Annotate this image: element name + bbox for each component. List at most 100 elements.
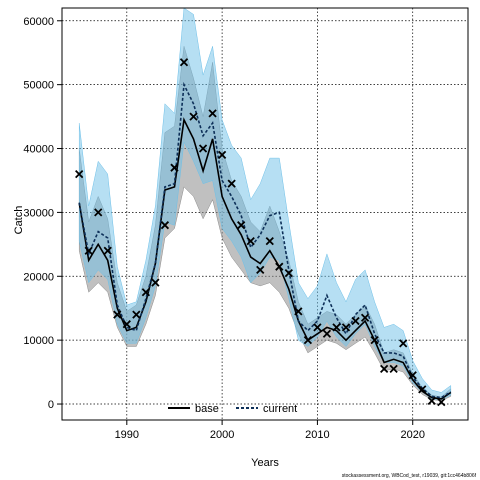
observed-point-stroke [418,385,427,394]
legend-base-label: base [195,403,219,415]
y-tick-label: 20000 [23,271,54,283]
observed-point [84,246,93,255]
observed-point [189,112,198,121]
observed-point [208,109,217,118]
observed-point [151,278,160,287]
observed-point-stroke [103,246,112,255]
observed-point [437,397,446,407]
observed-point [170,163,179,172]
observed-point-stroke [227,179,236,188]
observed-point-stroke [237,221,246,230]
observed-point [265,237,274,246]
band-current [78,7,452,400]
observed-point-stroke [427,396,436,405]
observed-point-stroke [303,336,313,345]
observed-point [341,323,351,332]
observed-point-stroke [379,364,389,374]
observed-point [227,179,236,188]
observed-point [141,288,151,297]
y-tick-label: 40000 [23,144,54,156]
observed-point [246,237,255,246]
observed-point [332,323,341,332]
x-axis-title: Years [251,457,279,469]
plot-frame [61,7,469,421]
observed-point-stroke [170,163,179,172]
observed-point-stroke [246,237,255,246]
observed-point-stroke [313,323,322,332]
observed-point-stroke [84,246,93,255]
observed-point-stroke [160,221,170,230]
observed-point-stroke [265,237,274,246]
legend: base current [168,403,297,415]
observed-point [284,268,293,278]
observed-point [217,150,227,160]
y-tick-label: 0 [48,399,54,411]
observed-point [198,144,208,153]
observed-point-stroke [370,336,379,345]
observed-point [294,307,303,316]
x-tick-label: 2020 [400,429,424,441]
observed-point-stroke [217,150,227,160]
y-axis-title: Catch [13,206,25,235]
footnote: stockassessment.org, WBCod_test, r19039,… [342,473,477,479]
y-tick-label: 50000 [23,80,54,92]
y-tick-label: 30000 [23,207,54,219]
observed-point-stroke [284,268,293,278]
observed-point-stroke [179,58,189,67]
observed-point [360,313,370,322]
observed-point [160,221,170,230]
observed-point [389,364,398,374]
observed-point-stroke [198,144,208,153]
observed-point [103,246,112,255]
observed-point-stroke [351,316,360,326]
observed-point-stroke [360,313,370,322]
observed-point [256,265,265,275]
observed-point [322,329,332,338]
observed-point-stroke [94,208,103,217]
observed-point [75,169,84,179]
observed-point [94,208,103,217]
observed-point-stroke [189,112,198,121]
observed-point-stroke [389,364,398,374]
observed-point-stroke [275,262,284,271]
observed-point [408,371,417,380]
observed-point [379,364,389,374]
x-tick-label: 2000 [210,429,234,441]
series-lines [78,81,452,400]
observed-point-stroke [256,265,265,275]
x-tick-label: 2010 [305,429,329,441]
observed-point-stroke [132,310,141,319]
observed-point [132,310,141,319]
confidence-bands [78,7,452,402]
y-axis: 0 10000 20000 30000 40000 50000 60000 [23,16,62,411]
observed-point-stroke [294,307,303,316]
observed-point-stroke [141,288,151,297]
observed-point-stroke [208,109,217,118]
observed-point [418,385,427,394]
observed-point [351,316,360,326]
legend-current-label: current [263,403,297,415]
observed-point [427,396,436,405]
observed-point [237,221,246,230]
observed-point [113,310,122,319]
observed-point [122,320,131,329]
y-tick-label: 10000 [23,335,54,347]
observed-points [75,58,446,407]
observed-point-stroke [408,371,417,380]
observed-point-stroke [341,323,351,332]
observed-point [370,336,379,345]
observed-point-stroke [75,169,84,179]
observed-point [275,262,284,271]
observed-point-stroke [122,320,131,329]
line-current [78,81,452,399]
observed-point [179,58,189,67]
observed-point-stroke [322,329,332,338]
y-tick-label: 60000 [23,16,54,28]
observed-point [313,323,322,332]
observed-point-stroke [113,310,122,319]
observed-point [303,336,313,345]
observed-point-stroke [399,339,408,348]
observed-point-stroke [151,278,160,287]
x-axis: 1990 2000 2010 2020 [115,420,425,441]
